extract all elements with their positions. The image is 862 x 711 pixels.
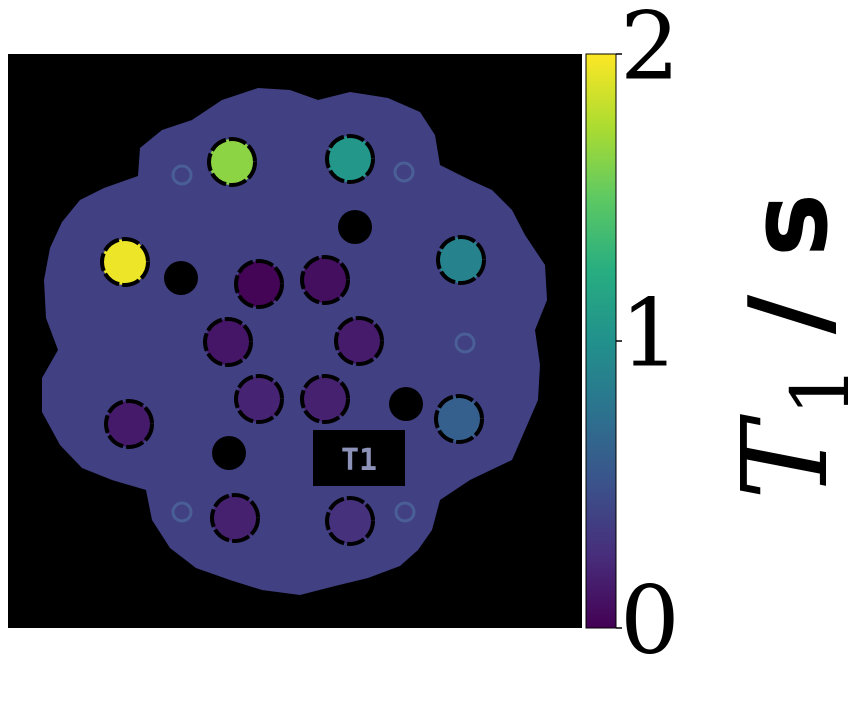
colorbar: 0 1 2 T 1 / s — [585, 0, 862, 675]
reference-ring-5 — [394, 501, 416, 523]
colorbar-label: T 1 / s — [716, 193, 862, 500]
reference-ring-1 — [171, 164, 193, 186]
air-hole-2 — [164, 261, 198, 295]
colorbar-label-symbol: T — [716, 414, 854, 500]
air-hole-4 — [212, 436, 246, 470]
reference-ring-3 — [454, 332, 476, 354]
vial-13 — [210, 493, 260, 543]
vial-11 — [104, 399, 154, 449]
vial-8 — [334, 316, 384, 366]
colorbar-tick-label-1: 1 — [620, 279, 680, 388]
vial-6 — [300, 255, 350, 305]
vial-10 — [300, 374, 350, 424]
vial-1 — [207, 137, 257, 187]
air-hole-3 — [389, 387, 423, 421]
vials-layer — [100, 134, 486, 546]
colorbar-label-unit: / s — [727, 193, 852, 334]
colorbar-tick-label-2: 2 — [620, 0, 680, 101]
reference-ring-2 — [393, 161, 415, 183]
phantom-body — [42, 88, 547, 595]
vial-14 — [325, 496, 375, 546]
colorbar-gradient — [585, 53, 617, 629]
inset-label-box: T1 — [313, 430, 405, 486]
vial-2 — [325, 134, 375, 184]
inset-label: T1 — [341, 443, 377, 478]
colorbar-ticks: 0 1 2 — [616, 0, 680, 675]
air-hole-1 — [338, 210, 372, 244]
vial-12 — [434, 394, 484, 444]
vial-5 — [234, 259, 284, 309]
vial-3 — [100, 237, 150, 287]
vial-4 — [436, 235, 486, 285]
reference-ring-4 — [171, 501, 193, 523]
colorbar-tick-label-0: 0 — [620, 566, 680, 675]
air-holes-layer — [164, 161, 476, 523]
colorbar-label-subscript: 1 — [774, 365, 862, 416]
vial-7 — [203, 317, 253, 367]
vial-9 — [234, 374, 284, 424]
phantom-image: T1 — [8, 54, 582, 628]
